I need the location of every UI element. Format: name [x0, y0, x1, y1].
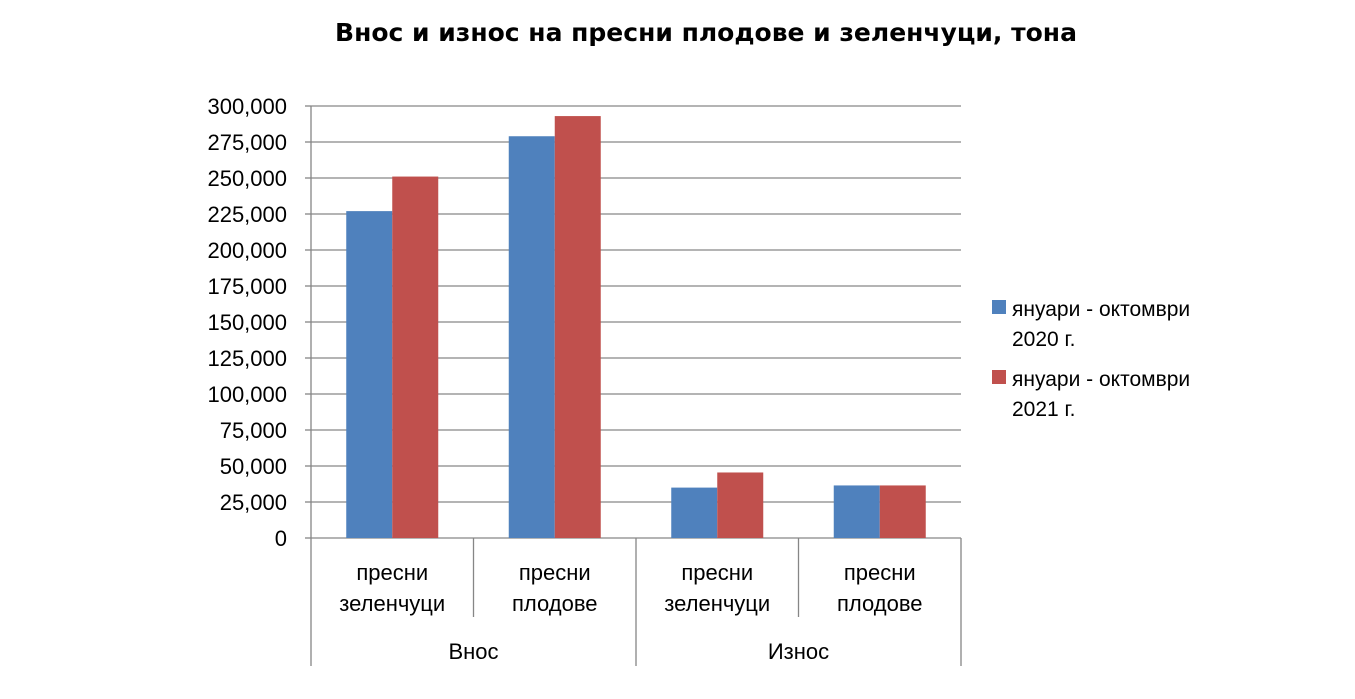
- bar: [833, 485, 880, 538]
- x-tick-label: зеленчуци: [339, 591, 445, 616]
- bar: [717, 472, 764, 538]
- y-tick-label: 175,000: [207, 274, 287, 299]
- y-tick-label: 50,000: [220, 454, 287, 479]
- y-tick-label: 25,000: [220, 490, 287, 515]
- y-tick-label: 0: [275, 526, 287, 551]
- y-tick-label: 150,000: [207, 310, 287, 335]
- y-tick-label: 100,000: [207, 382, 287, 407]
- x-tick-label: пресни: [681, 560, 753, 585]
- y-tick-label: 250,000: [207, 166, 287, 191]
- y-tick-label: 200,000: [207, 238, 287, 263]
- group-label: Износ: [768, 639, 829, 664]
- legend-label: януари - октомври: [1012, 298, 1190, 321]
- group-label: Внос: [448, 639, 498, 664]
- x-tick-label: пресни: [844, 560, 916, 585]
- bar: [554, 116, 601, 538]
- chart-title: Внос и износ на пресни плодове и зеленчу…: [335, 18, 1077, 47]
- bar: [879, 485, 926, 538]
- bar: [346, 211, 393, 538]
- x-tick-label: плодове: [512, 591, 598, 616]
- x-tick-label: пресни: [356, 560, 428, 585]
- bar: [671, 487, 718, 538]
- legend-label: януари - октомври: [1012, 368, 1190, 391]
- x-tick-label: пресни: [519, 560, 591, 585]
- legend-label: 2020 г.: [1012, 328, 1075, 351]
- legend-swatch: [992, 370, 1006, 384]
- y-tick-label: 75,000: [220, 418, 287, 443]
- bar: [392, 176, 439, 538]
- y-tick-label: 300,000: [207, 94, 287, 119]
- bar: [508, 136, 555, 539]
- y-tick-label: 225,000: [207, 202, 287, 227]
- legend-label: 2021 г.: [1012, 398, 1075, 421]
- legend-swatch: [992, 300, 1006, 314]
- y-tick-label: 125,000: [207, 346, 287, 371]
- y-tick-label: 275,000: [207, 130, 287, 155]
- x-tick-label: плодове: [837, 591, 923, 616]
- x-tick-label: зеленчуци: [664, 591, 770, 616]
